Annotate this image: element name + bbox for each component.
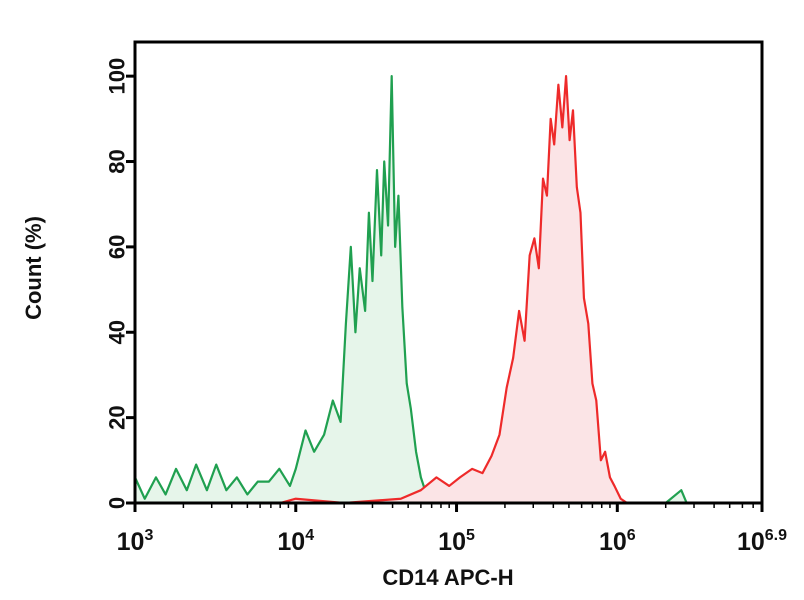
y-tick-label-100: 100	[105, 58, 130, 95]
series-2-fill	[135, 76, 762, 504]
series-1-fill	[135, 76, 762, 504]
x-tick-label-3: 106	[599, 527, 636, 556]
y-tick-label-40: 40	[105, 320, 130, 344]
axis-layer: 0 20 40 60 80 100 103 104 105 106 106.9	[105, 40, 787, 556]
y-tick-label-0: 0	[105, 497, 130, 509]
x-tick-label-4: 106.9	[737, 527, 787, 556]
series-layer	[133, 75, 762, 505]
series-1-line	[133, 75, 762, 505]
y-tick-label-60: 60	[105, 235, 130, 259]
y-axis-label: Count (%)	[21, 216, 46, 320]
x-tick-label-2: 105	[438, 527, 475, 556]
y-tick-label-80: 80	[105, 149, 130, 173]
x-axis-label: CD14 APC-H	[382, 565, 513, 590]
x-tick-label-0: 103	[117, 527, 154, 556]
y-tick-label-20: 20	[105, 405, 130, 429]
x-tick-label-1: 104	[277, 527, 314, 556]
series-2-line	[135, 75, 762, 505]
plot-frame	[133, 40, 764, 505]
